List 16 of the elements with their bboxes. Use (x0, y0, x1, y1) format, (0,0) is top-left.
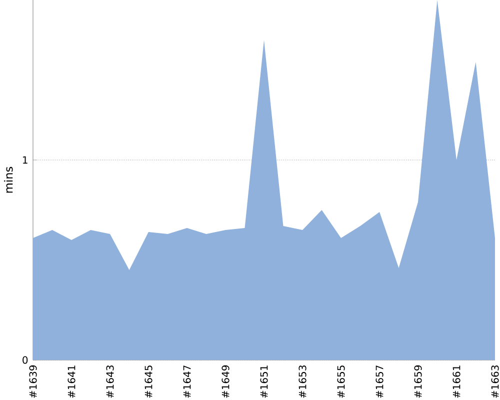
x-tick-label: #1645 (144, 366, 152, 398)
x-tick-label: #1659 (414, 365, 422, 398)
x-tick-label: #1639 (29, 365, 37, 398)
x-tick-label: #1647 (183, 366, 191, 398)
y-axis-title: mins (4, 166, 13, 193)
x-tick-label: #1657 (376, 366, 384, 398)
y-tick-label: 0 (22, 356, 28, 364)
x-tick-label: #1653 (298, 366, 306, 398)
x-tick-label: #1643 (106, 366, 114, 398)
x-tick-label: #1655 (337, 366, 345, 398)
x-tick-label: #1663 (491, 366, 499, 398)
x-tick-label: #1661 (452, 366, 460, 398)
x-tick-label: #1651 (260, 366, 268, 398)
y-tick-label: 1 (23, 156, 28, 164)
x-tick-label: #1641 (68, 366, 76, 398)
x-tick-label: #1649 (222, 365, 230, 398)
